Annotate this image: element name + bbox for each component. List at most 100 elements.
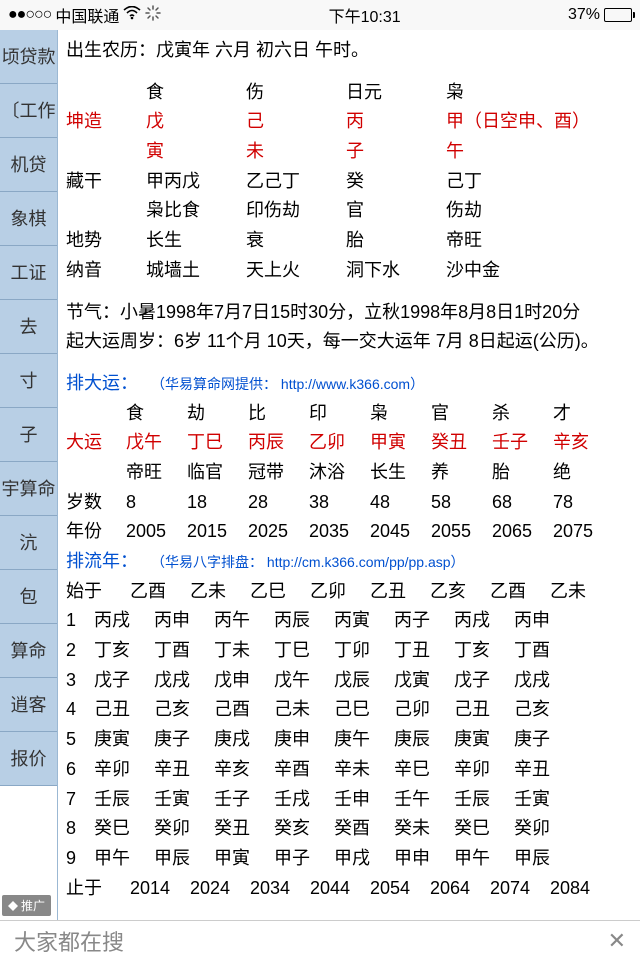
sidebar-item-10[interactable]: 包 xyxy=(0,570,57,624)
ln-r7-5: 癸酉 xyxy=(334,814,394,844)
spinner-icon xyxy=(145,5,161,26)
ln-start-8: 乙未 xyxy=(550,577,610,607)
ln-r8-1: 甲午 xyxy=(94,844,154,874)
dayun-h-4: 印 xyxy=(309,399,370,429)
ln-r4-2: 庚子 xyxy=(154,725,214,755)
sidebar-item-0[interactable]: 顷贷款 xyxy=(0,30,57,84)
ln-r2-2: 戊戌 xyxy=(154,666,214,696)
ln-r6-3: 壬子 xyxy=(214,785,274,815)
dayun-r1-1: 戊午 xyxy=(126,428,187,458)
ln-r0-0: 1 xyxy=(66,606,94,636)
sidebar-item-13[interactable]: 报价 xyxy=(0,732,57,786)
pillar-r2-3: 子 xyxy=(346,137,446,167)
ln-start-7: 乙酉 xyxy=(490,577,550,607)
wifi-icon xyxy=(123,6,141,25)
sidebar-item-8[interactable]: 宇算命 xyxy=(0,462,57,516)
ln-r6-0: 7 xyxy=(66,785,94,815)
ln-r2-5: 戊辰 xyxy=(334,666,394,696)
dayun-r4-3: 2025 xyxy=(248,517,309,547)
pillar-r1-3: 丙 xyxy=(346,107,446,137)
ln-r7-3: 癸丑 xyxy=(214,814,274,844)
dayun-r3-0: 岁数 xyxy=(66,488,126,518)
pailiunian-note[interactable]: （华易八字排盘： http://cm.k366.com/pp/pp.asp） xyxy=(151,554,465,570)
dayun-r1-3: 丙辰 xyxy=(248,428,309,458)
dayun-r3-7: 68 xyxy=(492,488,553,518)
pillar-r4-3: 官 xyxy=(346,196,446,226)
dayun-r2-3: 冠带 xyxy=(248,458,309,488)
pillar-r5-0: 地势 xyxy=(66,226,146,256)
dayun-r4-7: 2065 xyxy=(492,517,553,547)
ln-r8-0: 9 xyxy=(66,844,94,874)
sidebar-item-1[interactable]: 〔工作 xyxy=(0,84,57,138)
pillar-r5-4: 帝旺 xyxy=(446,226,626,256)
ln-r2-7: 戊子 xyxy=(454,666,514,696)
paidayun-note[interactable]: （华易算命网提供： http://www.k366.com） xyxy=(151,376,424,392)
sidebar-item-9[interactable]: 沆 xyxy=(0,516,57,570)
battery-icon xyxy=(604,8,632,22)
dayun-r2-6: 养 xyxy=(431,458,492,488)
ln-r6-1: 壬辰 xyxy=(94,785,154,815)
dayun-h-6: 官 xyxy=(431,399,492,429)
ln-r0-6: 丙子 xyxy=(394,606,454,636)
pillar-r3-4: 己丁 xyxy=(446,167,626,197)
sidebar-item-6[interactable]: 寸 xyxy=(0,354,57,408)
dayun-h-3: 比 xyxy=(248,399,309,429)
ln-r2-8: 戊戌 xyxy=(514,666,574,696)
ln-r0-7: 丙戌 xyxy=(454,606,514,636)
dayun-h-2: 劫 xyxy=(187,399,248,429)
ln-r0-5: 丙寅 xyxy=(334,606,394,636)
promo-badge[interactable]: 推广 xyxy=(2,895,51,916)
status-right: 37% xyxy=(568,6,632,24)
pillar-r3-2: 乙己丁 xyxy=(246,167,346,197)
sidebar-item-12[interactable]: 逍客 xyxy=(0,678,57,732)
qidayun-line: 起大运周岁：6岁 11个月 10天，每一交大运年 7月 8日起运(公历)。 xyxy=(66,327,636,357)
ln-r1-2: 丁酉 xyxy=(154,636,214,666)
ln-r6-5: 壬申 xyxy=(334,785,394,815)
pillar-r6-3: 洞下水 xyxy=(346,256,446,286)
dayun-r1-6: 癸丑 xyxy=(431,428,492,458)
sidebar-item-2[interactable]: 机贷 xyxy=(0,138,57,192)
ln-r6-4: 壬戌 xyxy=(274,785,334,815)
ln-r1-8: 丁酉 xyxy=(514,636,574,666)
carrier-label: 中国联通 xyxy=(55,3,119,27)
dayun-h-8: 才 xyxy=(553,399,614,429)
footer-text[interactable]: 大家都在搜 xyxy=(14,925,124,957)
ln-r3-6: 己卯 xyxy=(394,695,454,725)
dayun-r4-1: 2005 xyxy=(126,517,187,547)
ln-r7-0: 8 xyxy=(66,814,94,844)
ln-start-1: 乙酉 xyxy=(130,577,190,607)
pillar-header-2: 伤 xyxy=(246,78,346,108)
ln-end-0: 止于 xyxy=(66,874,130,904)
ln-r2-6: 戊寅 xyxy=(394,666,454,696)
pillar-r6-4: 沙中金 xyxy=(446,256,626,286)
ln-r2-1: 戊子 xyxy=(94,666,154,696)
pillar-r4-4: 伤劫 xyxy=(446,196,626,226)
ln-r8-5: 甲戌 xyxy=(334,844,394,874)
ln-end-5: 2054 xyxy=(370,874,430,904)
sidebar-item-7[interactable]: 子 xyxy=(0,408,57,462)
ln-r0-4: 丙辰 xyxy=(274,606,334,636)
close-icon[interactable]: ✕ xyxy=(608,928,626,954)
ln-r6-8: 壬寅 xyxy=(514,785,574,815)
ln-end-8: 2084 xyxy=(550,874,610,904)
dayun-r1-2: 丁巳 xyxy=(187,428,248,458)
sidebar-item-5[interactable]: 去 xyxy=(0,300,57,354)
ln-start-3: 乙巳 xyxy=(250,577,310,607)
sidebar-item-11[interactable]: 算命 xyxy=(0,624,57,678)
dayun-r4-4: 2035 xyxy=(309,517,370,547)
ln-r4-8: 庚子 xyxy=(514,725,574,755)
dayun-r1-8: 辛亥 xyxy=(553,428,614,458)
ln-end-6: 2064 xyxy=(430,874,490,904)
ln-r8-7: 甲午 xyxy=(454,844,514,874)
paidayun-label: 排大运： xyxy=(66,373,138,393)
sidebar: 顷贷款〔工作机贷象棋工证去寸子宇算命沆包算命逍客报价 xyxy=(0,30,58,920)
ln-r5-4: 辛酉 xyxy=(274,755,334,785)
dayun-h-5: 枭 xyxy=(370,399,431,429)
dayun-r3-2: 18 xyxy=(187,488,248,518)
ln-r2-3: 戊申 xyxy=(214,666,274,696)
ln-r8-6: 甲申 xyxy=(394,844,454,874)
ln-r1-6: 丁丑 xyxy=(394,636,454,666)
sidebar-item-3[interactable]: 象棋 xyxy=(0,192,57,246)
sidebar-item-4[interactable]: 工证 xyxy=(0,246,57,300)
ln-r5-6: 辛巳 xyxy=(394,755,454,785)
